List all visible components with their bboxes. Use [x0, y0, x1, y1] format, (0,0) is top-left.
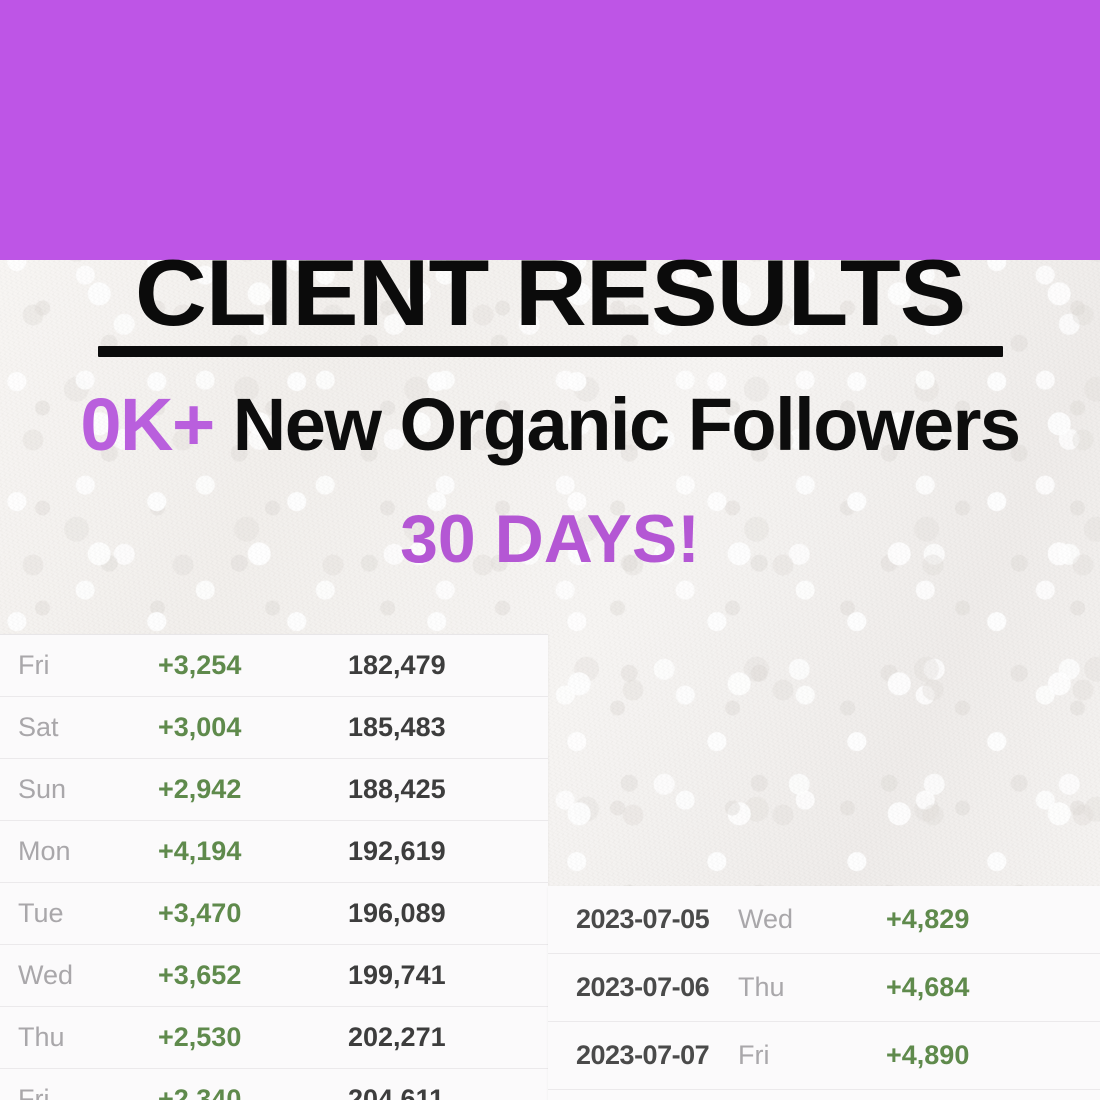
follower-count-value: 0K+ [80, 383, 215, 466]
row-gain: +3,254 [158, 650, 242, 680]
table-row[interactable]: Thu +2,530 202,271 [0, 1007, 548, 1069]
row-gain: +4,194 [158, 836, 242, 866]
row-day: Tue [18, 898, 64, 928]
row-total: 185,483 [348, 712, 446, 742]
table-row[interactable]: Fri +3,254 182,479 [0, 635, 548, 697]
row-gain: +2,942 [158, 774, 242, 804]
row-gain: +2,530 [158, 1022, 242, 1052]
row-total: 202,271 [348, 1022, 446, 1052]
table-row[interactable]: Fri +2,340 204,611 [0, 1069, 548, 1100]
follower-growth-table-right: 2023-07-05 Wed +4,829 2023-07-06 Thu +4,… [548, 886, 1100, 1100]
row-total: 204,611 [348, 1084, 445, 1100]
row-day: Thu [18, 1022, 65, 1052]
table-row[interactable]: Tue +3,470 196,089 [0, 883, 548, 945]
row-day: Sat [18, 712, 59, 742]
row-date: 2023-07-06 [576, 972, 710, 1002]
row-total: 199,741 [348, 960, 446, 990]
row-gain: +4,829 [886, 904, 970, 934]
row-date: 2023-07-07 [576, 1040, 710, 1070]
table-row[interactable]: 2023-07-06 Thu +4,684 [548, 954, 1100, 1022]
page-title: CLIENT RESULTS [134, 240, 966, 345]
row-day: Wed [18, 960, 74, 990]
row-gain: +4,890 [886, 1040, 970, 1070]
row-total: 196,089 [348, 898, 446, 928]
row-day: Mon [18, 836, 71, 866]
table-row[interactable]: Sat +3,004 185,483 [0, 697, 548, 759]
subtitle-text: New Organic Followers [232, 383, 1021, 466]
table-row[interactable]: Mon +4,194 192,619 [0, 821, 548, 883]
table-row[interactable]: Sun +2,942 188,425 [0, 759, 548, 821]
row-total: 192,619 [348, 836, 446, 866]
row-gain: +3,004 [158, 712, 242, 742]
purple-banner-shape [0, 0, 1100, 260]
row-gain: +3,470 [158, 898, 242, 928]
row-day: Fri [18, 650, 50, 680]
row-total: 182,479 [348, 650, 446, 680]
title-underline-rule [97, 346, 1003, 357]
row-day: Thu [738, 972, 785, 1002]
row-gain: +4,684 [886, 972, 970, 1002]
table-row[interactable]: Wed +3,652 199,741 [0, 945, 548, 1007]
timeframe-label: 30 DAYS! [400, 501, 700, 577]
subtitle-line: 0K+ New Organic Followers [0, 388, 1100, 462]
table-row[interactable]: 2023-07-05 Wed +4,829 [548, 886, 1100, 954]
table-row[interactable]: 2023-07-07 Fri +4,890 [548, 1022, 1100, 1090]
torn-edge-path [0, 0, 1100, 260]
follower-growth-table-left: Fri +3,254 182,479 Sat +3,004 185,483 Su… [0, 634, 548, 1100]
row-day: Fri [738, 1040, 770, 1070]
row-total: 188,425 [348, 774, 446, 804]
row-gain: +3,652 [158, 960, 242, 990]
row-day: Fri [18, 1084, 50, 1100]
row-gain: +2,340 [158, 1084, 242, 1100]
row-date: 2023-07-05 [576, 904, 710, 934]
row-day: Sun [18, 774, 67, 804]
row-day: Wed [738, 904, 794, 934]
headline-block: CLIENT RESULTS [0, 246, 1100, 357]
